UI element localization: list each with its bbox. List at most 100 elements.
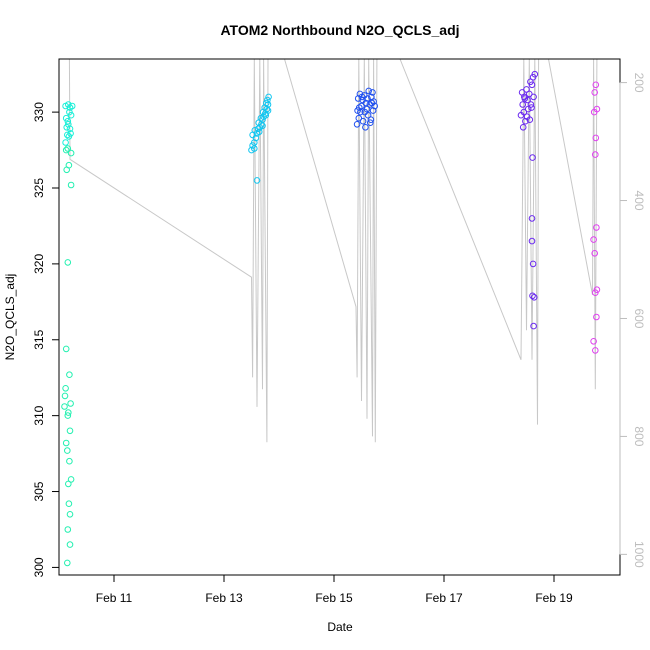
data-point <box>66 541 74 548</box>
pressure-trace-layer <box>67 58 598 443</box>
data-point <box>65 161 73 169</box>
data-point <box>62 345 70 353</box>
data-point <box>530 294 538 301</box>
data-point <box>355 114 363 122</box>
y-tick-label: 325 <box>32 178 46 198</box>
secondary-tick-label: 200 <box>632 73 646 93</box>
data-point <box>68 102 76 110</box>
data-point <box>265 93 272 101</box>
data-point <box>527 101 535 108</box>
data-point <box>64 412 72 419</box>
secondary-tick-label: 400 <box>632 191 646 211</box>
data-point <box>522 117 529 125</box>
data-point <box>67 400 74 407</box>
data-point <box>530 322 537 330</box>
data-point <box>66 125 74 133</box>
y-tick-label: 305 <box>32 481 46 501</box>
data-point <box>531 70 539 78</box>
y-axis-label: N2O_QCLS_adj <box>3 274 17 361</box>
data-point <box>528 237 536 245</box>
data-point <box>371 102 379 110</box>
data-point <box>591 250 599 257</box>
data-point <box>353 121 361 128</box>
data-point <box>370 98 377 105</box>
data-point <box>591 89 599 96</box>
data-point <box>367 116 375 123</box>
data-point <box>529 260 537 268</box>
data-point <box>259 122 266 130</box>
data-point <box>64 145 72 152</box>
data-point <box>593 105 601 113</box>
data-point <box>62 385 69 392</box>
data-point <box>529 292 536 300</box>
data-point <box>361 108 369 116</box>
data-point <box>592 81 600 89</box>
data-point <box>359 117 367 125</box>
data-point <box>66 427 74 435</box>
data-point <box>362 124 369 131</box>
data-point <box>521 95 529 102</box>
data-point <box>528 215 536 222</box>
data-point <box>251 145 258 152</box>
data-point <box>264 107 272 114</box>
data-point <box>66 457 73 465</box>
data-point <box>263 99 270 107</box>
data-point <box>529 154 536 161</box>
data-point <box>67 111 75 119</box>
y-tick-label: 310 <box>32 405 46 425</box>
chart-title: ATOM2 Northbound N2O_QCLS_adj <box>220 22 459 38</box>
data-point <box>369 89 376 96</box>
x-axis: Feb 11 Feb 13 Feb 15 Feb 17 Feb 19 <box>96 574 573 605</box>
data-point <box>254 125 262 133</box>
data-point <box>593 224 600 231</box>
data-point <box>354 107 361 114</box>
pressure-trace-line <box>67 58 598 443</box>
data-point <box>523 113 531 120</box>
data-point <box>590 236 597 243</box>
data-point <box>62 439 70 447</box>
data-point <box>64 259 72 266</box>
data-point <box>64 447 71 454</box>
y-tick-label: 330 <box>32 102 46 122</box>
data-point <box>61 403 68 410</box>
data-point <box>369 107 377 114</box>
data-point <box>64 131 71 139</box>
y-tick-label: 320 <box>32 254 46 274</box>
data-point <box>365 87 373 95</box>
data-points-layer <box>61 70 601 567</box>
x-tick-label: Feb 13 <box>205 591 243 605</box>
data-point <box>593 286 601 294</box>
x-tick-label: Feb 19 <box>535 591 573 605</box>
y-tick-label: 300 <box>32 557 46 577</box>
data-point <box>592 134 600 142</box>
data-point <box>67 149 75 157</box>
data-point <box>62 139 69 146</box>
secondary-tick-label: 1000 <box>632 541 646 568</box>
data-point <box>67 181 75 189</box>
data-point <box>526 90 533 98</box>
data-point <box>364 95 371 102</box>
data-point <box>519 101 527 108</box>
data-point <box>67 476 75 483</box>
data-point <box>527 78 534 86</box>
x-axis-label: Date <box>327 620 353 634</box>
data-point <box>590 338 597 345</box>
data-point <box>367 119 374 126</box>
data-point <box>530 93 537 101</box>
data-point <box>593 313 600 321</box>
x-tick-label: Feb 17 <box>425 591 463 605</box>
data-point <box>66 371 73 379</box>
data-point <box>519 124 527 131</box>
data-point <box>264 96 271 104</box>
data-point <box>64 117 72 125</box>
data-point <box>251 127 259 134</box>
secondary-y-axis: 200 400 600 800 1000 <box>619 73 646 568</box>
data-point <box>65 121 72 128</box>
data-point <box>64 559 71 567</box>
x-tick-label: Feb 11 <box>96 591 133 605</box>
data-point <box>528 104 535 111</box>
data-point <box>61 392 69 400</box>
x-tick-label: Feb 15 <box>315 591 353 605</box>
data-point <box>257 114 265 122</box>
